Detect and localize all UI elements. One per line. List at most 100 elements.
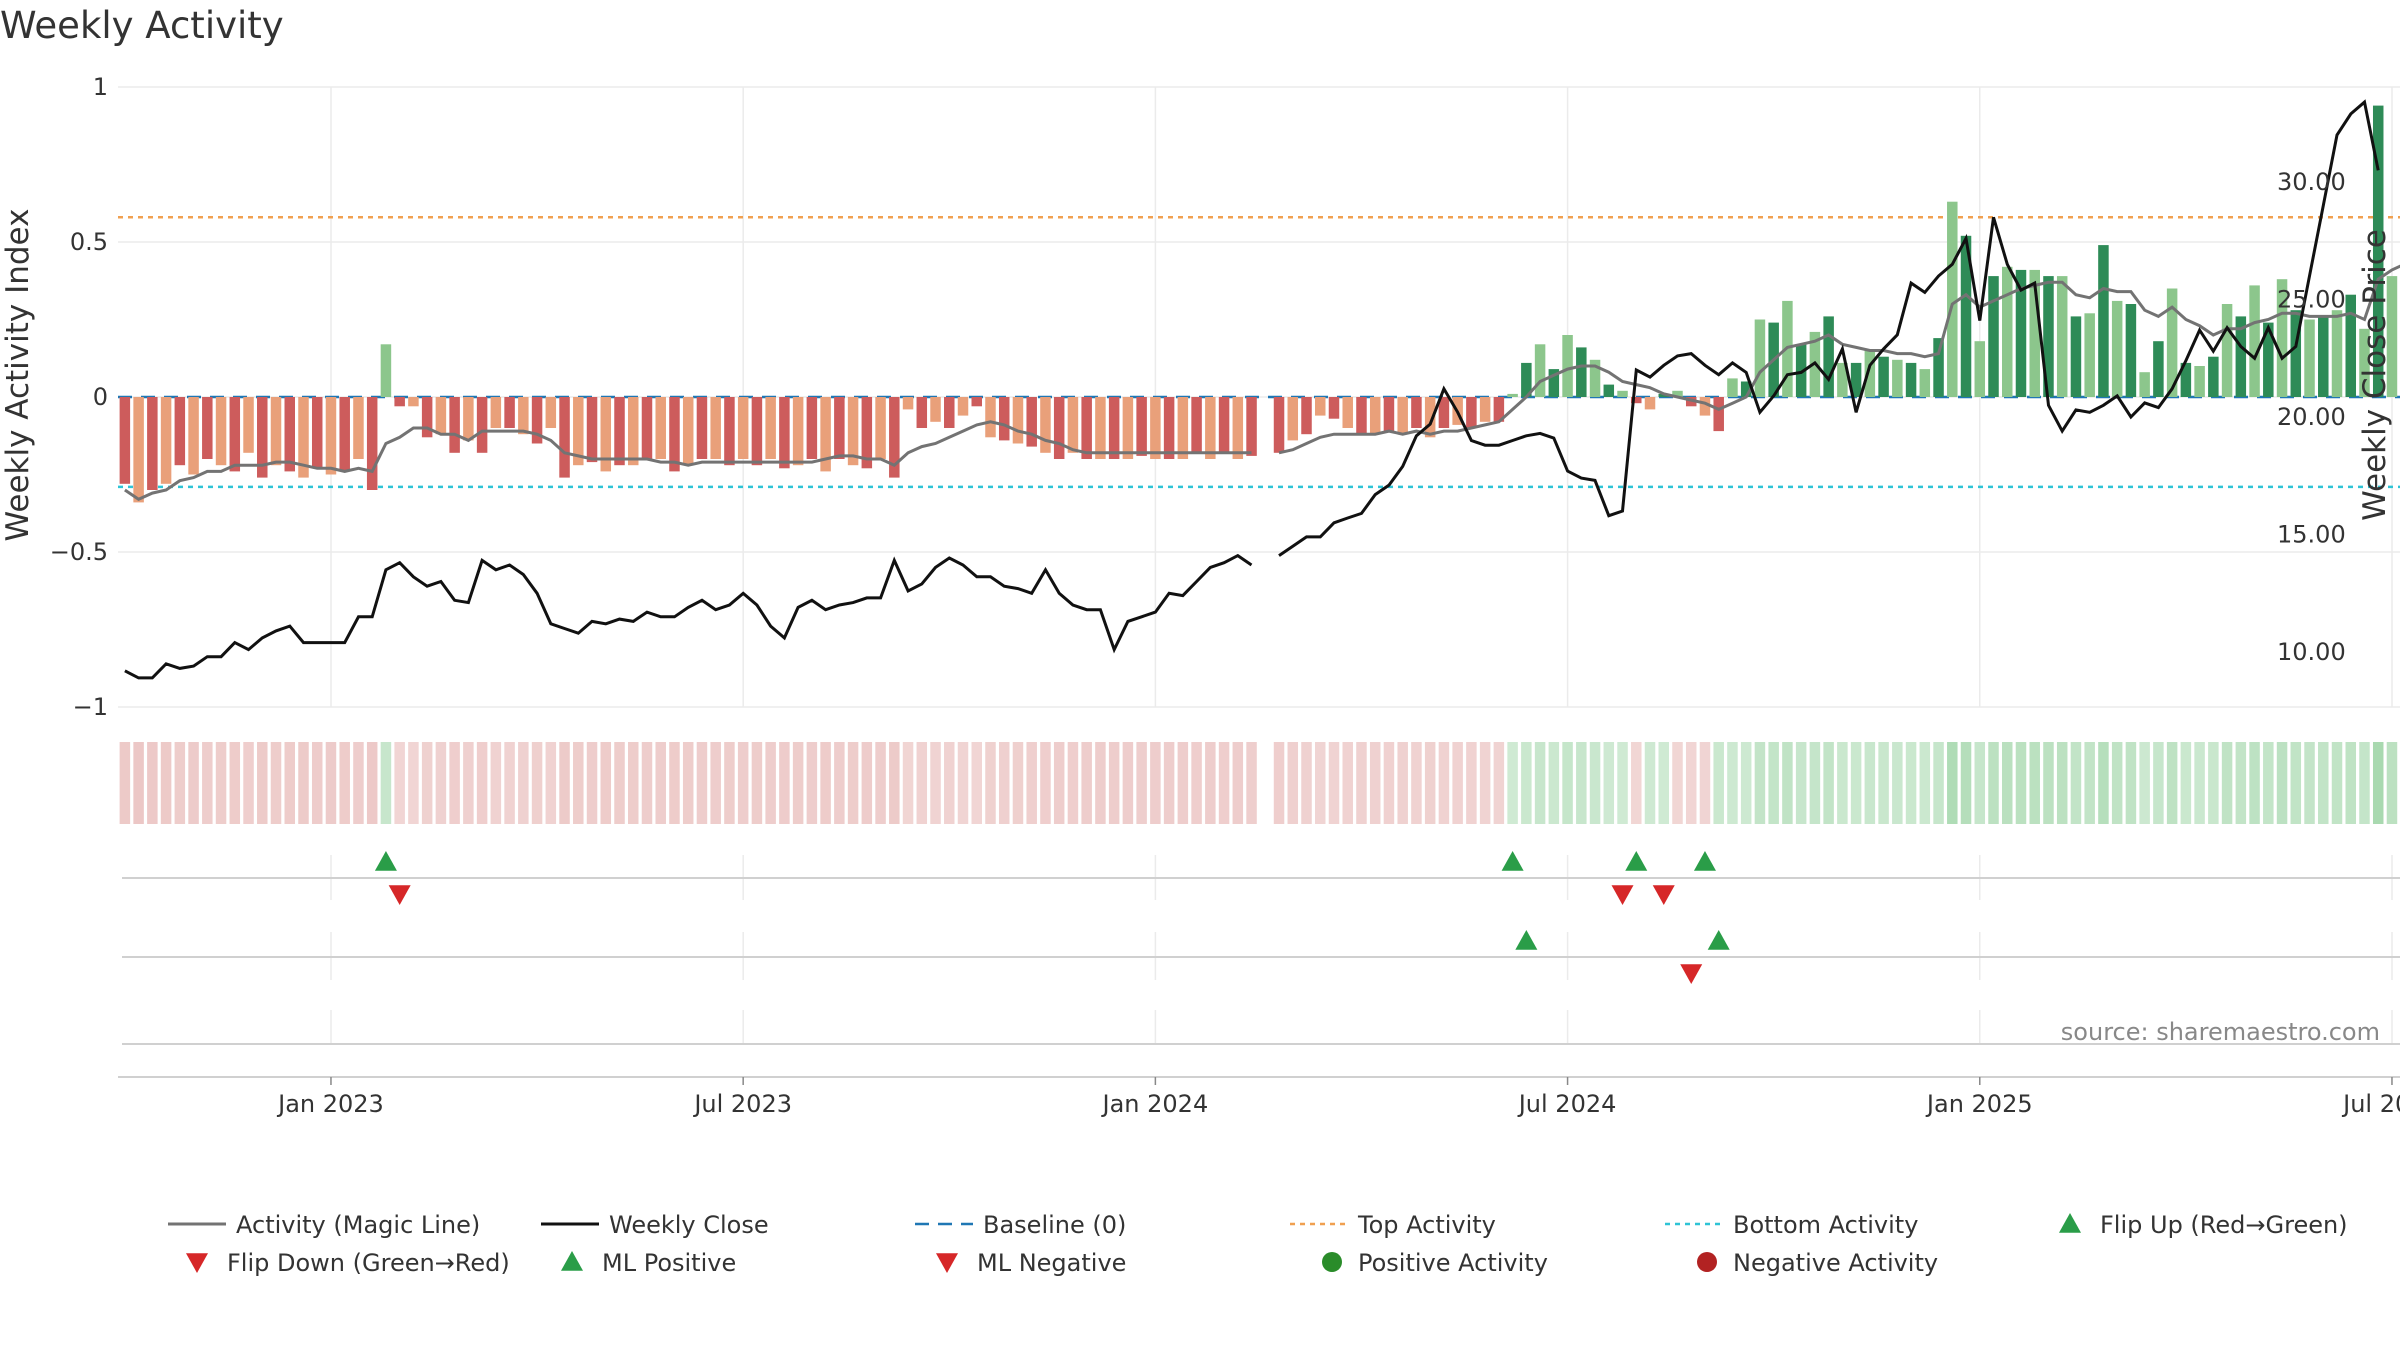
- activity-bar: [669, 397, 680, 472]
- heat-strip-cell: [1411, 742, 1422, 824]
- y-tick-right: 30.00: [2277, 168, 2346, 196]
- x-axis: Jan 2023 Jul 2023 Jan 2024 Jul 2024 Jan 2025…: [276, 1077, 2400, 1118]
- heat-strip-cell: [2111, 742, 2123, 824]
- activity-bar: [174, 397, 186, 466]
- activity-bar: [957, 397, 969, 416]
- heat-strip-cell: [669, 742, 680, 824]
- activity-bar: [1369, 397, 1381, 435]
- activity-bar: [1342, 397, 1353, 428]
- heat-strip-cell: [737, 742, 749, 824]
- activity-bar: [1273, 397, 1285, 453]
- activity-bar: [490, 397, 502, 428]
- y-tick-right: 15.00: [2277, 521, 2346, 549]
- activity-bar: [1026, 397, 1037, 447]
- legend-label-mlpos: ML Positive: [602, 1249, 736, 1277]
- heat-strip-cell: [1892, 742, 1903, 824]
- activity-bar: [1411, 397, 1422, 428]
- activity-bar: [1631, 397, 1642, 404]
- reference-lines: [118, 215, 2400, 489]
- activity-bar: [985, 397, 996, 438]
- activity-bar: [504, 397, 515, 428]
- activity-bar: [1754, 319, 1766, 397]
- heat-strip-cell: [806, 742, 818, 824]
- activity-bar: [573, 397, 584, 466]
- heat-strip-cell: [1617, 742, 1628, 824]
- activity-bar: [2084, 313, 2095, 397]
- heat-strip-cell: [1081, 742, 1092, 824]
- activity-bar: [2290, 310, 2302, 397]
- legend: Activity (Magic Line) Weekly Close Baselin…: [168, 1211, 2348, 1277]
- legend-swatch-mlneg: [936, 1253, 958, 1273]
- activity-bar: [408, 397, 419, 407]
- activity-bar: [1356, 397, 1367, 435]
- heat-strip-cell: [1067, 742, 1079, 824]
- heat-strip-cell: [531, 742, 543, 824]
- activity-bar: [1081, 397, 1092, 459]
- heat-strip-cell: [1864, 742, 1876, 824]
- heat-strip-cell: [971, 742, 982, 824]
- y-tick-left: 0: [93, 383, 108, 411]
- activity-bar: [229, 397, 241, 472]
- heat-strip-cell: [1424, 742, 1436, 824]
- x-tick-label: Jan 2024: [1101, 1090, 1209, 1118]
- activity-bar: [559, 397, 570, 478]
- heat-strip-cell: [1809, 742, 1821, 824]
- heat-strip-cell: [2029, 742, 2040, 824]
- activity-bar: [1108, 397, 1120, 459]
- heat-strip-cell: [2166, 742, 2178, 824]
- heat-strip-cell: [1315, 742, 1326, 824]
- activity-bar: [1328, 397, 1340, 419]
- heat-strip-cell: [1053, 742, 1065, 824]
- activity-bar: [147, 397, 158, 490]
- chart-title: Weekly Activity: [0, 4, 284, 47]
- heat-strip-cell: [353, 742, 364, 824]
- y-axis-label-left: Weekly Activity Index: [0, 209, 36, 542]
- activity-bar: [1892, 359, 1903, 397]
- activity-bar: [1397, 397, 1408, 435]
- grid: [118, 86, 2400, 1045]
- heat-strip-cell: [1438, 742, 1450, 824]
- legend-label-bottom: Bottom Activity: [1733, 1211, 1918, 1239]
- activity-bar: [2263, 322, 2274, 397]
- activity-bar: [628, 397, 639, 466]
- heat-strip-cell: [834, 742, 845, 824]
- heat-strip-cell: [586, 742, 598, 824]
- y-tick-right: 10.00: [2277, 638, 2346, 666]
- heat-strip-cell: [2002, 742, 2013, 824]
- heat-strip-cell: [2386, 742, 2398, 824]
- heat-strip-cell: [2331, 742, 2343, 824]
- heat-strip-cell: [682, 742, 694, 824]
- heat-strip-cell: [133, 742, 144, 824]
- heat-strip-cell: [449, 742, 460, 824]
- heat-strip-cell: [902, 742, 914, 824]
- heat-strip-cell: [1040, 742, 1051, 824]
- activity-bar: [1713, 397, 1724, 432]
- heat-strip-cell: [215, 742, 227, 824]
- activity-bar: [1727, 378, 1738, 397]
- heat-strip-cell: [380, 742, 392, 824]
- activity-bar: [1603, 384, 1615, 397]
- heat-strip-cell: [2015, 742, 2027, 824]
- activity-bar: [586, 397, 598, 463]
- heat-strip-cell: [1095, 742, 1106, 824]
- activity-bar: [916, 397, 928, 428]
- activity-bar: [1301, 397, 1312, 435]
- activity-bar: [1699, 397, 1711, 416]
- heat-strip-cell: [2139, 742, 2150, 824]
- heat-strip-cell: [1012, 742, 1024, 824]
- heat-strip-cell: [366, 742, 378, 824]
- heat-strip-cell: [1342, 742, 1353, 824]
- axes: 1 0.5 0 −0.5 −1 30.00 25.00 20.00 15.00 10.00: [50, 73, 2346, 721]
- activity-bar: [1479, 397, 1491, 422]
- heat-strip-cell: [2263, 742, 2274, 824]
- activity-bar: [2029, 269, 2040, 397]
- legend-label-neg: Negative Activity: [1733, 1249, 1938, 1277]
- legend-item-magic: Activity (Magic Line): [168, 1211, 480, 1239]
- legend-item-close: Weekly Close: [541, 1211, 769, 1239]
- activity-bar: [998, 397, 1010, 441]
- activity-bar: [2235, 316, 2247, 397]
- activity-bar: [2153, 341, 2164, 397]
- heat-strip-cell: [1301, 742, 1312, 824]
- activity-bar: [1534, 344, 1546, 397]
